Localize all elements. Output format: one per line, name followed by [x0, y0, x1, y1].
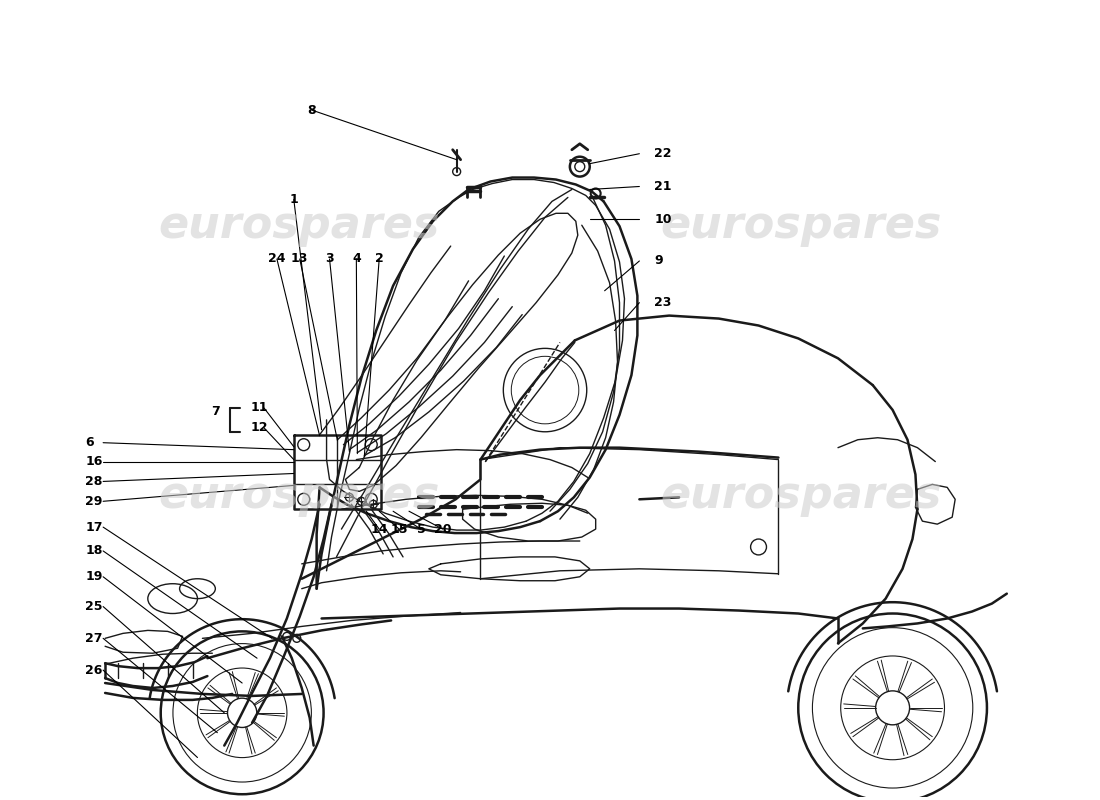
Text: 14: 14	[371, 522, 388, 535]
Text: 21: 21	[654, 180, 672, 193]
Text: 1: 1	[289, 193, 298, 206]
Text: 13: 13	[292, 253, 308, 266]
Text: 11: 11	[250, 402, 267, 414]
Text: 29: 29	[86, 494, 102, 508]
Text: 2: 2	[375, 253, 384, 266]
Text: 7: 7	[211, 406, 220, 418]
Text: eurospares: eurospares	[158, 204, 439, 246]
Circle shape	[228, 698, 256, 727]
Text: eurospares: eurospares	[661, 204, 942, 246]
Text: 9: 9	[654, 254, 663, 267]
Text: 10: 10	[654, 213, 672, 226]
Text: eurospares: eurospares	[661, 474, 942, 517]
Text: 22: 22	[654, 147, 672, 160]
Text: 6: 6	[86, 436, 94, 450]
Text: 20: 20	[434, 522, 451, 535]
Circle shape	[876, 691, 910, 725]
Text: 12: 12	[250, 422, 267, 434]
Text: 3: 3	[326, 253, 334, 266]
Text: 25: 25	[86, 600, 102, 613]
Text: 17: 17	[86, 521, 102, 534]
Text: 26: 26	[86, 664, 102, 677]
Text: 8: 8	[307, 103, 316, 117]
Text: 5: 5	[417, 522, 426, 535]
Text: 18: 18	[86, 545, 102, 558]
Text: 23: 23	[654, 296, 672, 309]
Text: 19: 19	[86, 570, 102, 583]
Text: 27: 27	[86, 632, 102, 645]
Text: eurospares: eurospares	[158, 474, 439, 517]
Text: 24: 24	[268, 253, 286, 266]
Text: 16: 16	[86, 455, 102, 468]
Text: 4: 4	[352, 253, 361, 266]
Text: 28: 28	[86, 475, 102, 488]
Text: 15: 15	[390, 522, 408, 535]
